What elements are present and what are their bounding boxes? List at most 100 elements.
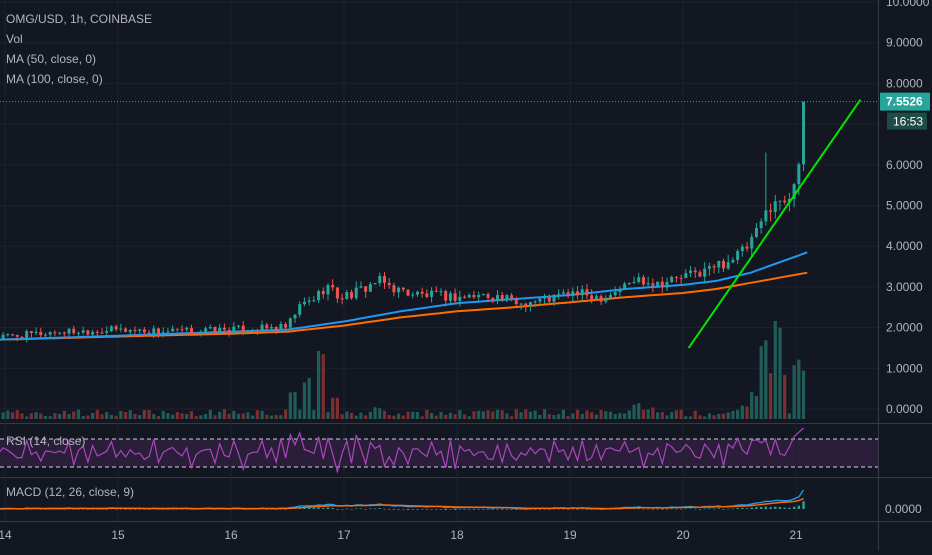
- volume-bar: [680, 410, 683, 419]
- volume-bar: [25, 417, 28, 419]
- candle-body: [378, 276, 381, 283]
- price-axis-tick: 5.0000: [886, 199, 923, 213]
- candle-body: [44, 335, 47, 336]
- macd-histogram-bar: [496, 509, 498, 510]
- volume-bar: [162, 411, 165, 419]
- candle-body: [567, 292, 570, 296]
- volume-bar: [303, 382, 306, 419]
- volume-bar: [383, 411, 386, 419]
- volume-bar: [760, 346, 763, 419]
- candle-body: [30, 331, 33, 333]
- macd-histogram-bar: [703, 509, 705, 510]
- macd-histogram-bar: [746, 508, 748, 509]
- volume-bar: [251, 416, 254, 419]
- candle-body: [289, 318, 292, 327]
- volume-bar: [435, 416, 438, 419]
- volume-bar: [548, 414, 551, 419]
- volume-bar: [58, 414, 61, 419]
- macd-histogram-bar: [671, 509, 673, 510]
- candle-body: [68, 329, 71, 334]
- volume-bar: [727, 412, 730, 419]
- volume-bar: [637, 403, 640, 419]
- volume-bar: [317, 351, 320, 419]
- volume-bar: [698, 415, 701, 419]
- candle-body: [119, 328, 122, 329]
- indicator-volume-label[interactable]: Vol: [6, 32, 23, 46]
- volume-bar: [722, 414, 725, 419]
- candle-body: [388, 283, 391, 285]
- volume-bar: [642, 410, 645, 419]
- volume-bar: [157, 416, 160, 419]
- price-axis-tick: 1.0000: [886, 361, 923, 375]
- candle-body: [261, 325, 264, 332]
- symbol-title[interactable]: OMG/USD, 1h, COINBASE: [6, 12, 152, 26]
- macd-histogram-bar: [567, 509, 569, 510]
- candle-body: [185, 328, 188, 330]
- candle-body: [181, 329, 184, 330]
- macd-histogram-bar: [336, 509, 338, 510]
- candle-body: [166, 331, 169, 332]
- macd-pane-label[interactable]: MACD (12, 26, close, 9): [6, 485, 134, 499]
- macd-histogram-bar: [727, 509, 729, 510]
- candle-body: [510, 295, 513, 298]
- volume-bar: [331, 398, 334, 419]
- candle-body: [731, 260, 734, 262]
- candle-body: [802, 102, 805, 165]
- volume-bar: [623, 413, 626, 419]
- candle-body: [454, 293, 457, 300]
- volume-bar: [552, 415, 555, 419]
- macd-histogram-bar: [689, 508, 691, 509]
- candle-body: [548, 297, 551, 302]
- volume-bar: [402, 416, 405, 419]
- volume-bar: [458, 410, 461, 419]
- volume-bar: [72, 412, 75, 419]
- candle-body: [195, 333, 198, 334]
- volume-bar: [661, 412, 664, 419]
- volume-bar: [430, 413, 433, 419]
- time-axis-tick: 18: [450, 528, 464, 542]
- volume-bar: [425, 410, 428, 419]
- volume-bar: [279, 415, 282, 419]
- volume-bar: [675, 410, 678, 419]
- candle-body: [223, 328, 226, 330]
- candle-body: [279, 324, 282, 330]
- macd-histogram-bar: [473, 509, 475, 510]
- candle-body: [20, 337, 23, 338]
- macd-histogram-bar: [760, 507, 762, 509]
- candle-body: [232, 327, 235, 333]
- volume-bar: [237, 414, 240, 419]
- candle-body: [228, 330, 231, 333]
- candle-body: [425, 294, 428, 297]
- macd-histogram-bar: [332, 508, 334, 509]
- rsi-pane-label[interactable]: RSI (14, close): [6, 434, 85, 448]
- volume-bar: [82, 416, 85, 419]
- price-axis-tick: 8.0000: [886, 76, 923, 90]
- candle-body: [651, 283, 654, 286]
- candle-body: [746, 247, 749, 249]
- volume-bar: [308, 378, 311, 419]
- candle-body: [633, 282, 636, 283]
- candle-body: [557, 294, 560, 295]
- volume-bar: [147, 410, 150, 419]
- candle-body: [647, 283, 650, 284]
- volume-bar: [647, 409, 650, 419]
- price-axis-tick: 10.0000: [886, 0, 930, 9]
- candle-body: [133, 330, 136, 331]
- macd-histogram-bar: [388, 509, 390, 510]
- macd-histogram-bar: [327, 508, 329, 509]
- indicator-ma50-label[interactable]: MA (50, close, 0): [6, 52, 96, 66]
- indicator-ma100-label[interactable]: MA (100, close, 0): [6, 72, 103, 86]
- candle-body: [58, 332, 61, 333]
- volume-bar: [576, 410, 579, 419]
- macd-histogram-bar: [661, 509, 663, 510]
- volume-bar: [703, 416, 706, 419]
- volume-bar: [143, 410, 146, 419]
- candle-body: [341, 298, 344, 299]
- volume-bar: [355, 416, 358, 419]
- candle-body: [374, 283, 377, 284]
- volume-bar: [491, 412, 494, 419]
- candle-body: [124, 328, 127, 331]
- candle-body: [708, 266, 711, 268]
- macd-histogram-bar: [802, 501, 804, 509]
